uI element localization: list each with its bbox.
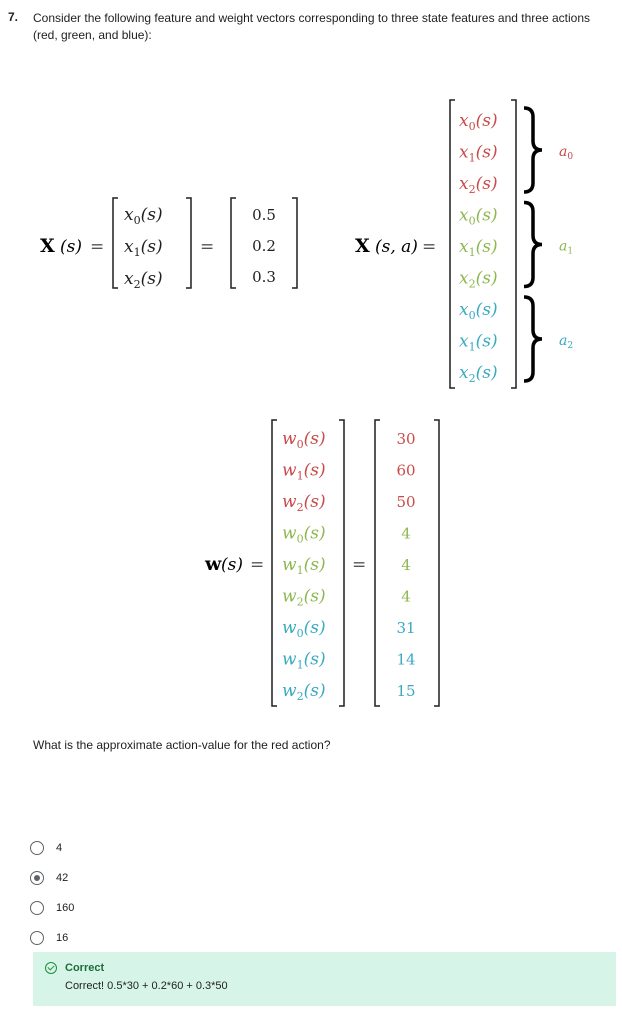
w-equals-2: =: [352, 555, 366, 575]
xsa-entry: x0(s): [459, 111, 498, 133]
w-value: 4: [401, 525, 411, 543]
w-values-bracket-left: [374, 419, 380, 707]
option-42[interactable]: 42: [30, 863, 74, 893]
feedback-title: Correct: [65, 962, 105, 974]
w-bracket-left: [271, 419, 277, 707]
xs-values-bracket-left: [230, 197, 236, 289]
question-number: 7.: [8, 10, 19, 24]
xsa-equals: =: [422, 237, 436, 257]
xs-equals: =: [90, 237, 104, 257]
radio-button-selected[interactable]: [30, 871, 44, 885]
w-value: 30: [396, 430, 415, 448]
w-entry: w0(s): [282, 524, 326, 546]
w-values-bracket-right: [434, 419, 440, 707]
curly-brace: [523, 200, 543, 289]
xsa-entry: x1(s): [459, 332, 498, 354]
xs-entry: x2(s): [124, 269, 163, 291]
radio-button[interactable]: [30, 841, 44, 855]
w-entry: w0(s): [282, 429, 326, 451]
xs-value: 0.2: [252, 237, 276, 255]
w-entry: w2(s): [282, 587, 326, 609]
xs-value: 0.3: [252, 268, 276, 286]
check-circle-icon: [45, 962, 57, 974]
radio-button[interactable]: [30, 901, 44, 915]
w-value: 60: [396, 462, 415, 480]
w-block: w (s) = w0(s) w1(s) w2(s) w0(s) w1(s) w2(s) w0…: [204, 419, 440, 707]
w-bracket-right: [339, 419, 345, 707]
math-figure: X (s) = x0(s) x1(s) x2(s) = 0.5 0.2 0.3 X (s…: [40, 99, 573, 707]
feedback-text: Correct! 0.5*30 + 0.2*60 + 0.3*50: [65, 980, 228, 992]
radio-button[interactable]: [30, 931, 44, 945]
xsa-arg: (s, a): [375, 237, 418, 257]
w-entry: w1(s): [282, 650, 326, 672]
curly-brace: [523, 295, 543, 383]
answer-options: 4 42 160 16: [30, 833, 74, 953]
xsa-block: X (s, a) = x0(s) x1(s) x2(s) x0(s) x1(s) x2(s…: [355, 99, 573, 389]
w-label: w: [204, 553, 222, 575]
action-label: a2: [559, 333, 573, 351]
xs-arg: (s): [60, 237, 82, 257]
xsa-bracket-right: [511, 99, 517, 389]
question-text: Consider the following feature and weigh…: [33, 11, 590, 42]
xs-equals-2: =: [200, 237, 214, 257]
xsa-entry: x1(s): [459, 143, 498, 165]
xsa-entry: x2(s): [459, 363, 498, 385]
xsa-entry: x2(s): [459, 174, 498, 196]
w-value: 14: [396, 651, 415, 669]
xs-values-bracket-right: [292, 197, 298, 289]
w-entry: w2(s): [282, 681, 326, 703]
xs-entry: x0(s): [124, 205, 163, 227]
action-label: a0: [559, 144, 573, 162]
option-label: 16: [56, 932, 69, 944]
xsa-entry: x0(s): [459, 300, 498, 322]
w-entry: w1(s): [282, 461, 326, 483]
option-160[interactable]: 160: [30, 893, 74, 923]
xsa-entry: x1(s): [459, 237, 498, 259]
w-entry: w1(s): [282, 555, 326, 577]
xsa-entry: x0(s): [459, 206, 498, 228]
w-value: 31: [396, 619, 415, 637]
option-16[interactable]: 16: [30, 923, 74, 953]
option-4[interactable]: 4: [30, 833, 74, 863]
xs-value: 0.5: [252, 206, 276, 224]
w-entry: w2(s): [282, 492, 326, 514]
action-label: a1: [559, 239, 573, 257]
question-prompt: What is the approximate action-value for…: [33, 738, 331, 752]
curly-brace: [523, 106, 543, 194]
w-value: 4: [401, 588, 411, 606]
option-label: 160: [56, 902, 75, 914]
option-label: 42: [56, 872, 69, 884]
w-equals: =: [250, 555, 264, 575]
xs-label: X: [40, 235, 55, 257]
xsa-entry: x2(s): [459, 269, 498, 291]
w-value: 4: [401, 556, 411, 574]
xsa-bracket-left: [449, 99, 455, 389]
option-label: 4: [56, 842, 63, 854]
w-value: 15: [396, 682, 415, 700]
w-arg: (s): [221, 555, 243, 575]
xs-bracket-left: [112, 197, 118, 289]
xs-bracket-right: [186, 197, 192, 289]
xs-entry: x1(s): [124, 237, 163, 259]
xs-block: X (s) = x0(s) x1(s) x2(s) = 0.5 0.2 0.3: [40, 197, 298, 291]
w-entry: w0(s): [282, 618, 326, 640]
feedback-panel: Correct Correct! 0.5*30 + 0.2*60 + 0.3*5…: [33, 952, 616, 1006]
xsa-label: X: [355, 235, 370, 257]
w-value: 50: [396, 493, 415, 511]
